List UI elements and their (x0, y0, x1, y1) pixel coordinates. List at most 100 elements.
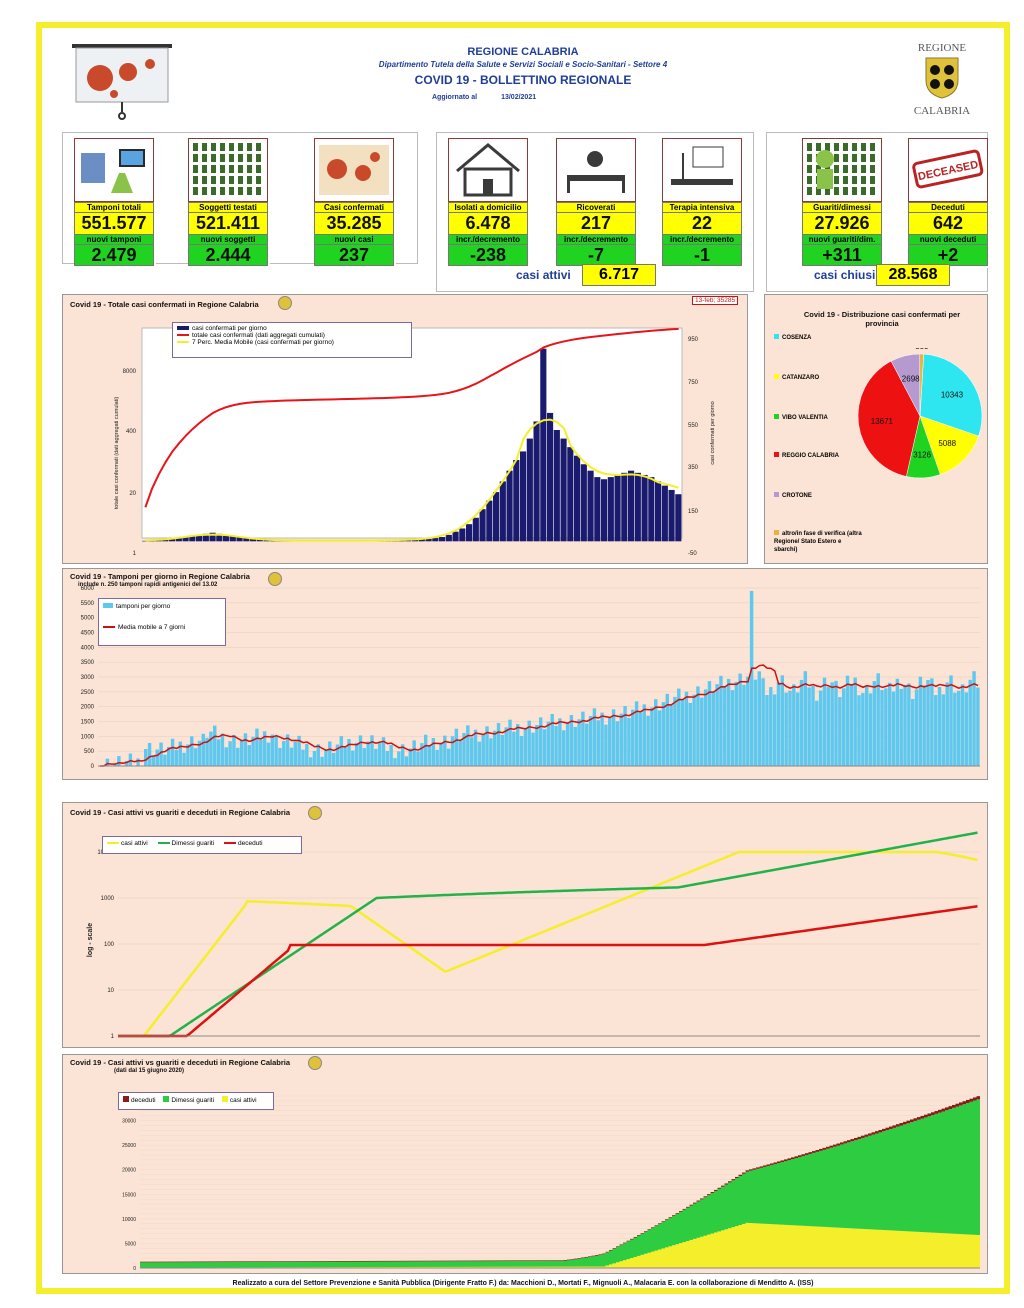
chart5-bar-recovered (850, 1141, 854, 1229)
chart5-bar-active (777, 1224, 781, 1268)
chart5-bar-deaths (591, 1255, 595, 1257)
chart5-bar-recovered (388, 1261, 392, 1268)
chart1-moving-avg-line (145, 418, 679, 542)
chart5-bar-recovered (434, 1261, 438, 1267)
chart3-bar (818, 690, 823, 766)
chart1-bar (452, 531, 459, 542)
chart5-bar-active (973, 1234, 977, 1268)
chart5-bar-active (815, 1226, 819, 1268)
chart5-bar-recovered (287, 1261, 291, 1268)
chart3-legend: tamponi per giorno Media mobile a 7 gior… (98, 598, 226, 646)
kpi-value: 521.411 (188, 212, 268, 235)
chart5-bar-active (854, 1228, 858, 1268)
chart3-bar (807, 687, 811, 766)
chart5-bar-recovered (147, 1262, 151, 1268)
chart3-bar (642, 704, 646, 766)
coat-of-arms-icon (925, 57, 959, 99)
chart5-bar-active (763, 1223, 767, 1268)
chart5-bar-active (444, 1266, 448, 1268)
kpi-sub-value: -1 (662, 244, 742, 266)
chart5-bar-deaths (301, 1261, 305, 1262)
chart5-bar-recovered (294, 1261, 298, 1268)
chart5-bar-recovered (794, 1158, 798, 1226)
chart5-bar-recovered (658, 1223, 662, 1250)
legend-item-s-active: casi attivi (221, 1096, 257, 1104)
chart5-bar-recovered (843, 1143, 847, 1228)
chart5-bar-active (535, 1266, 539, 1268)
chart3-y-tick: 4000 (81, 645, 95, 651)
chart5-bar-deaths (507, 1260, 511, 1262)
chart5-bar-recovered (633, 1237, 637, 1257)
chart5-bar-deaths (514, 1260, 518, 1262)
pie-value-label: 359 (915, 348, 929, 351)
chart3-bar (742, 684, 746, 766)
chart5-bar-active (402, 1266, 406, 1268)
chart4-line-active (118, 850, 978, 1038)
chart5-bar-active (728, 1228, 732, 1268)
chart5-bar-deaths (619, 1244, 623, 1246)
chart3-bar (799, 679, 804, 766)
chart3-bar (220, 733, 225, 766)
chart1-bar (216, 533, 223, 542)
chart3-bar (834, 680, 838, 766)
chart5-bar-deaths (413, 1260, 417, 1262)
chart1-bar (209, 532, 216, 542)
chart3-bar (274, 735, 278, 766)
chart5-bar-recovered (154, 1262, 158, 1268)
chart1-bar (560, 438, 567, 542)
chart5-bar-active (703, 1235, 707, 1268)
chart1-bar (229, 535, 236, 542)
chart1-bar (445, 534, 452, 542)
chart5-bar-recovered (311, 1261, 315, 1268)
chart3-bar (838, 697, 842, 766)
legend-item-tests-avg: Media mobile a 7 giorni (103, 624, 221, 631)
chart5-bar-active (647, 1252, 651, 1268)
chart3-bar (769, 687, 773, 766)
chart5-bar-deaths (801, 1154, 805, 1156)
chart5-bar-active (801, 1225, 805, 1268)
chart3-bar (335, 744, 340, 766)
chart5-bar-active (759, 1223, 763, 1268)
chart5-bar-recovered (385, 1261, 389, 1268)
chart3-bar (293, 741, 298, 766)
chart5-bar-active (490, 1266, 494, 1268)
chart5-bar-recovered (815, 1151, 819, 1227)
chart5-bar-recovered (602, 1254, 606, 1267)
chart1-badge-icon (278, 296, 292, 310)
chart3-bar (677, 688, 681, 766)
chart5-bar-deaths (539, 1260, 543, 1261)
chart3-bar (492, 730, 497, 766)
chart3-bar (278, 747, 282, 766)
chart1-bar (182, 537, 189, 542)
chart5-bar-deaths (906, 1120, 910, 1124)
chart5-bar-deaths (805, 1153, 809, 1155)
chart5-bar-deaths (182, 1261, 186, 1263)
chart3-bar (393, 758, 397, 766)
chart5-bar-deaths (465, 1260, 469, 1262)
chart5-bar-deaths (745, 1170, 749, 1172)
chart1-bar (432, 538, 439, 542)
chart5-bar-recovered (805, 1154, 809, 1226)
chart5-bar-recovered (675, 1213, 679, 1245)
chart5-bar-deaths (490, 1260, 494, 1262)
chart5-bar-recovered (889, 1128, 893, 1231)
chart3-bar (343, 747, 347, 766)
chart3-bar (466, 725, 470, 766)
chart5-bar-recovered (920, 1118, 924, 1233)
chart3-bar (953, 692, 957, 766)
chart5-bar-recovered (717, 1188, 721, 1232)
chart3-bar (339, 736, 344, 766)
chart5-bar-deaths (549, 1260, 553, 1261)
chart3-bar (508, 719, 512, 766)
chart5-bar-recovered (234, 1261, 238, 1268)
chart3-bar (193, 748, 198, 766)
chart5-bar-active (710, 1233, 714, 1268)
chart5-bar-deaths (668, 1217, 672, 1218)
chart5-bar-active (539, 1266, 543, 1268)
chart5-bar-recovered (822, 1149, 826, 1227)
chart5-bar-recovered (213, 1261, 217, 1268)
chart5-bar-recovered (560, 1260, 564, 1267)
chart5-bar-deaths (455, 1260, 459, 1262)
chart3-y-tick: 5000 (81, 616, 95, 622)
chart4-y-tick: 1 (111, 1034, 115, 1040)
